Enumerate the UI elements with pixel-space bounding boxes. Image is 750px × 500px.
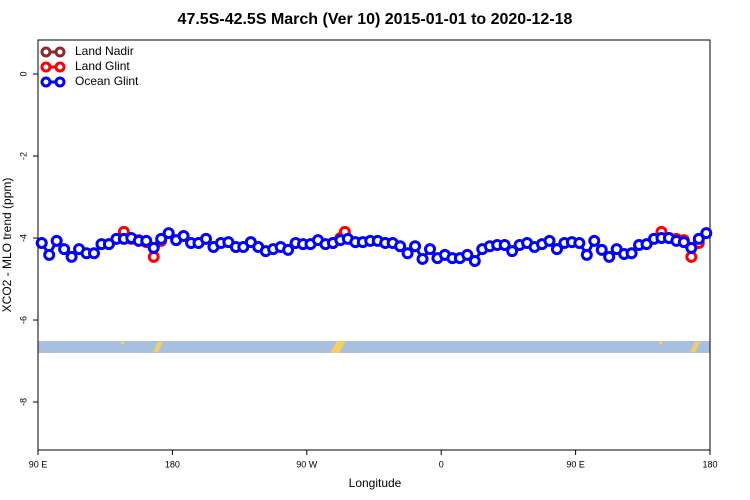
data-point	[595, 243, 608, 256]
x-tick-label: 180	[702, 459, 717, 469]
y-tick-label: -2	[18, 152, 28, 160]
legend-marker	[54, 46, 66, 58]
data-point	[685, 241, 698, 254]
legend-label: Ocean Glint	[75, 74, 139, 88]
data-point	[461, 248, 474, 261]
data-point	[147, 241, 160, 254]
data-point	[50, 234, 63, 247]
data-point	[282, 243, 295, 256]
data-point	[640, 238, 653, 251]
y-tick-label: -6	[18, 316, 28, 324]
y-axis-label: XCO2 - MLO trend (ppm)	[0, 178, 14, 313]
legend-label: Land Glint	[75, 59, 130, 73]
x-tick-label: 0	[439, 459, 444, 469]
y-tick-label: -4	[18, 234, 28, 242]
data-point	[700, 227, 713, 240]
x-tick-label: 90 E	[566, 459, 585, 469]
data-point	[394, 240, 407, 253]
data-point	[603, 250, 616, 263]
data-point	[58, 243, 71, 256]
data-point	[140, 234, 153, 247]
data-point	[155, 232, 168, 245]
y-tick-label: -8	[18, 398, 28, 406]
data-point	[200, 232, 212, 245]
data-point	[543, 234, 556, 247]
data-point	[401, 247, 414, 260]
legend-marker	[54, 76, 66, 88]
data-point	[88, 247, 100, 260]
legend-marker	[40, 61, 52, 73]
y-tick-label: 0	[18, 72, 28, 77]
data-point	[162, 227, 175, 240]
data-point	[677, 236, 690, 249]
legend-marker	[54, 61, 66, 73]
data-point	[573, 236, 586, 249]
data-point	[177, 229, 190, 242]
data-point	[416, 252, 429, 265]
data-point	[625, 247, 638, 260]
data-point	[468, 254, 481, 267]
data-point	[102, 238, 115, 251]
chart-title: 47.5S-42.5S March (Ver 10) 2015-01-01 to…	[178, 11, 573, 28]
data-point	[692, 232, 705, 245]
x-tick-label: 90 E	[29, 459, 48, 469]
data-point	[409, 240, 422, 253]
data-point	[498, 239, 511, 251]
x-tick-label: 180	[165, 459, 180, 469]
data-point	[35, 236, 48, 249]
x-tick-label: 90 W	[296, 459, 318, 469]
x-axis-label: Longitude	[349, 476, 402, 490]
data-point	[550, 243, 563, 256]
land-mask	[38, 341, 710, 353]
data-point	[424, 243, 436, 256]
data-point	[43, 248, 56, 261]
data-point	[65, 250, 78, 263]
data-point	[588, 234, 601, 247]
data-point	[506, 245, 519, 258]
legend-marker	[40, 46, 52, 58]
data-point	[580, 248, 593, 261]
legend-label: Land Nadir	[75, 44, 134, 58]
legend-marker	[40, 76, 52, 88]
